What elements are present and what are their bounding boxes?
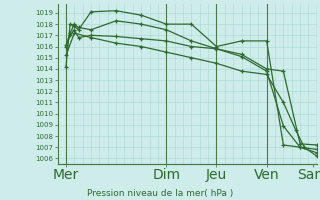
Text: Pression niveau de la mer( hPa ): Pression niveau de la mer( hPa )	[87, 189, 233, 198]
